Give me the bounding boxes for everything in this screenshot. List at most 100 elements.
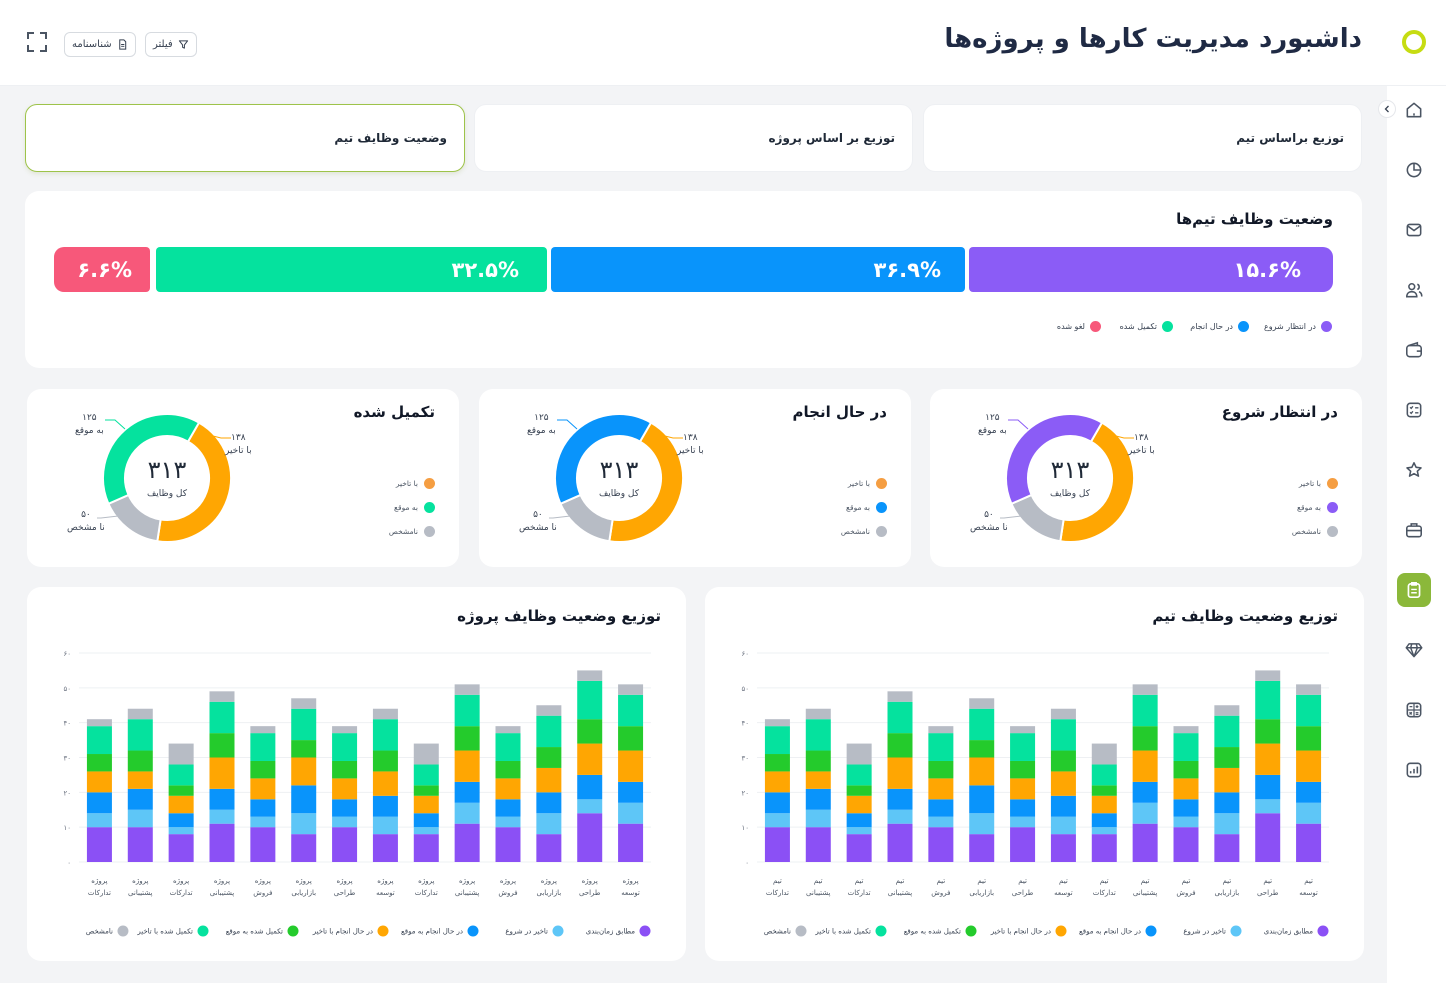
bar-segment[interactable] (1296, 750, 1322, 782)
bar-segment[interactable] (1255, 774, 1281, 800)
app-logo[interactable] (1402, 30, 1426, 54)
bar-segment[interactable] (846, 827, 872, 835)
bar-segment[interactable] (454, 684, 480, 695)
bar-segment[interactable] (250, 816, 276, 828)
sidebar-item-mail[interactable] (1397, 213, 1431, 247)
bar-segment[interactable] (928, 760, 954, 779)
bar-segment[interactable] (1296, 823, 1322, 862)
sidebar-item-users[interactable] (1397, 273, 1431, 307)
bar-segment[interactable] (928, 726, 954, 734)
bar-segment[interactable] (1214, 834, 1240, 862)
bar-segment[interactable] (332, 827, 358, 862)
bar-segment[interactable] (577, 743, 603, 775)
donut-segment-late[interactable] (1059, 421, 1135, 543)
bar-segment[interactable] (86, 813, 112, 828)
bar-segment[interactable] (1050, 834, 1076, 862)
bar-segment[interactable] (764, 754, 790, 772)
bar-segment[interactable] (1050, 719, 1076, 751)
bar-segment[interactable] (372, 795, 398, 817)
bar-segment[interactable] (618, 823, 644, 862)
bar-segment[interactable] (577, 774, 603, 800)
bar-segment[interactable] (372, 719, 398, 751)
bar-segment[interactable] (1091, 795, 1117, 814)
bar-segment[interactable] (887, 691, 913, 702)
bar-segment[interactable] (413, 795, 439, 814)
bar-segment[interactable] (209, 701, 235, 734)
bar-segment[interactable] (209, 788, 235, 810)
bar-segment[interactable] (495, 816, 521, 828)
bar-segment[interactable] (209, 757, 235, 789)
bar-segment[interactable] (764, 827, 790, 862)
bar-segment[interactable] (372, 750, 398, 772)
bar-segment[interactable] (1091, 813, 1117, 828)
bar-segment[interactable] (1010, 760, 1036, 779)
fullscreen-icon[interactable] (27, 32, 47, 52)
bar-segment[interactable] (168, 795, 194, 814)
bar-segment[interactable] (413, 764, 439, 786)
bar-segment[interactable] (1173, 760, 1199, 779)
sidebar-item-home[interactable] (1397, 93, 1431, 127)
bar-segment[interactable] (127, 771, 153, 789)
bar-segment[interactable] (495, 726, 521, 734)
status-segment-pending[interactable]: ۱۵.۶% (969, 247, 1333, 292)
profile-button[interactable]: شناسنامه (64, 32, 136, 57)
bar-segment[interactable] (928, 816, 954, 828)
bar-segment[interactable] (1214, 792, 1240, 814)
bar-segment[interactable] (86, 754, 112, 772)
bar-segment[interactable] (250, 799, 276, 817)
tab-team-distribution[interactable]: توزیع براساس تیم (923, 104, 1362, 172)
bar-segment[interactable] (291, 698, 317, 709)
bar-segment[interactable] (168, 834, 194, 862)
bar-segment[interactable] (291, 813, 317, 835)
bar-segment[interactable] (536, 813, 562, 835)
sidebar-item-clipboard[interactable] (1397, 573, 1431, 607)
bar-segment[interactable] (454, 823, 480, 862)
bar-segment[interactable] (536, 834, 562, 862)
bar-segment[interactable] (764, 792, 790, 814)
status-segment-in-progress[interactable]: ۳۶.۹% (551, 247, 965, 292)
bar-segment[interactable] (805, 719, 831, 751)
bar-segment[interactable] (413, 834, 439, 862)
bar-segment[interactable] (1132, 750, 1158, 782)
filter-button[interactable]: فیلتر (145, 32, 197, 57)
bar-segment[interactable] (1050, 795, 1076, 817)
bar-segment[interactable] (969, 813, 995, 835)
bar-segment[interactable] (1091, 743, 1117, 765)
bar-segment[interactable] (1091, 827, 1117, 835)
bar-segment[interactable] (291, 834, 317, 862)
bar-segment[interactable] (413, 813, 439, 828)
bar-segment[interactable] (1296, 694, 1322, 727)
bar-segment[interactable] (1296, 781, 1322, 803)
sidebar-item-calculator[interactable] (1397, 693, 1431, 727)
bar-segment[interactable] (618, 750, 644, 782)
bar-segment[interactable] (495, 733, 521, 761)
bar-segment[interactable] (291, 708, 317, 741)
bar-segment[interactable] (332, 733, 358, 761)
bar-segment[interactable] (928, 778, 954, 800)
sidebar-item-report[interactable] (1397, 753, 1431, 787)
bar-segment[interactable] (846, 743, 872, 765)
bar-segment[interactable] (764, 719, 790, 727)
bar-segment[interactable] (332, 760, 358, 779)
bar-segment[interactable] (1050, 771, 1076, 796)
bar-segment[interactable] (1214, 705, 1240, 716)
bar-segment[interactable] (332, 816, 358, 828)
bar-segment[interactable] (413, 785, 439, 796)
bar-segment[interactable] (805, 827, 831, 862)
bar-segment[interactable] (413, 743, 439, 765)
bar-segment[interactable] (413, 827, 439, 835)
bar-segment[interactable] (332, 778, 358, 800)
bar-segment[interactable] (250, 733, 276, 761)
donut-segment-ontime[interactable] (554, 413, 653, 506)
bar-segment[interactable] (1010, 733, 1036, 761)
bar-segment[interactable] (846, 785, 872, 796)
bar-segment[interactable] (764, 813, 790, 828)
bar-segment[interactable] (168, 764, 194, 786)
bar-segment[interactable] (1173, 778, 1199, 800)
bar-segment[interactable] (1132, 781, 1158, 803)
bar-segment[interactable] (887, 701, 913, 734)
bar-segment[interactable] (577, 670, 603, 681)
bar-segment[interactable] (887, 809, 913, 824)
bar-segment[interactable] (1050, 750, 1076, 772)
bar-segment[interactable] (536, 715, 562, 748)
